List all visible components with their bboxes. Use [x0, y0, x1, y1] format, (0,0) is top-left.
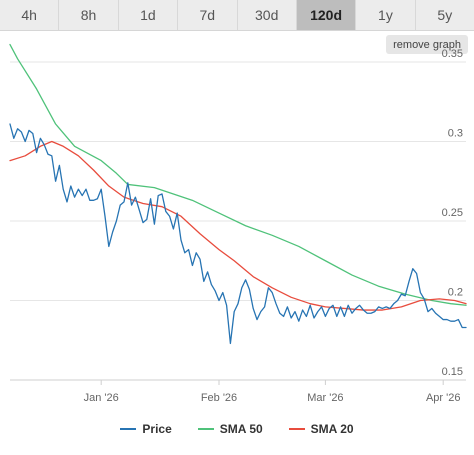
remove-graph-button[interactable]: remove graph [386, 35, 468, 54]
tab-120d[interactable]: 120d [296, 0, 357, 30]
x-tick-label: Apr '26 [426, 392, 461, 404]
y-tick-label: 0.15 [442, 366, 463, 378]
tab-30d[interactable]: 30d [238, 0, 297, 30]
chart-legend: Price SMA 50 SMA 20 [0, 420, 474, 438]
grid-lines [10, 61, 466, 385]
legend-swatch-sma-20 [288, 428, 305, 430]
x-tick-label: Feb '26 [201, 392, 237, 404]
tab-1d[interactable]: 1d [119, 0, 179, 30]
series-line-price [9, 123, 467, 345]
legend-item-sma-20[interactable]: SMA 20 [288, 420, 354, 438]
legend-item-sma-50[interactable]: SMA 50 [197, 420, 263, 438]
y-tick-label: 0.2 [448, 287, 463, 299]
y-tick-label: 0.35 [442, 48, 463, 60]
y-tick-label: 0.3 [448, 128, 463, 140]
legend-label-sma-20: SMA 20 [310, 422, 354, 436]
legend-label-price: Price [142, 422, 172, 436]
legend-swatch-price [120, 428, 137, 430]
axis-labels: 0.15 0.2 0.25 0.3 0.35 Jan '26 Feb '26 Mar '26 A… [84, 48, 463, 404]
series-line-sma-20 [9, 140, 467, 311]
tab-7d[interactable]: 7d [178, 0, 238, 30]
timeframe-tabs: 4h 8h 1d 7d 30d 120d 1y 5y [0, 0, 474, 31]
legend-swatch-sma-50 [197, 428, 214, 430]
legend-item-price[interactable]: Price [120, 420, 172, 438]
x-tick-label: Jan '26 [84, 392, 119, 404]
tab-1y[interactable]: 1y [356, 0, 416, 30]
tab-8h[interactable]: 8h [59, 0, 119, 30]
tab-4h[interactable]: 4h [0, 0, 60, 30]
tab-5y[interactable]: 5y [437, 7, 453, 23]
series-line-sma-50 [9, 43, 467, 306]
series-lines [9, 43, 467, 345]
legend-label-sma-50: SMA 50 [219, 422, 263, 436]
y-tick-label: 0.25 [442, 207, 463, 219]
x-tick-label: Mar '26 [307, 392, 343, 404]
